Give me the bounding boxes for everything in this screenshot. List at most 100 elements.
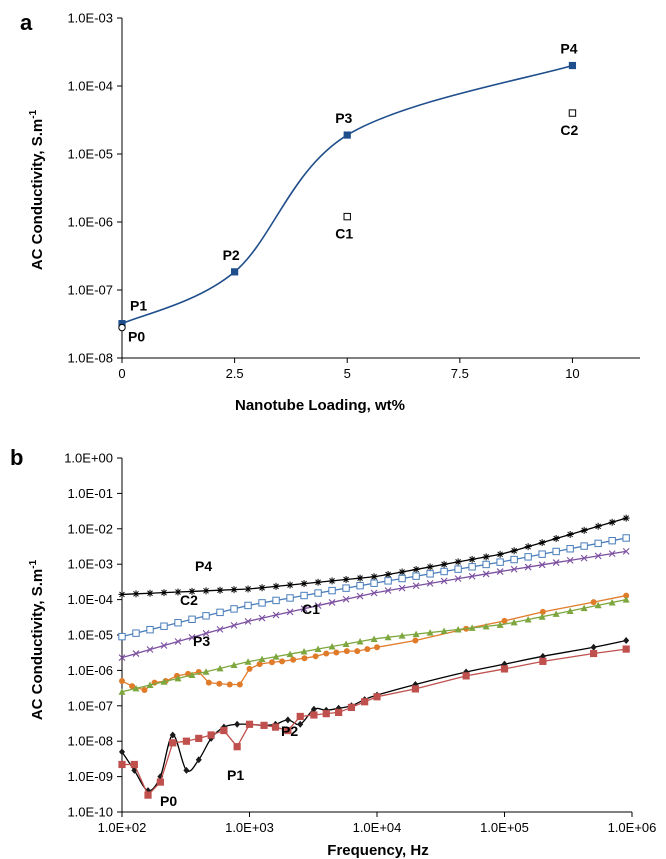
series-point-P4-0 (328, 577, 336, 585)
series-annotation-c2: C2 (180, 592, 198, 608)
series-point-C2-1 (202, 612, 210, 620)
series-point-P1-6 (182, 737, 191, 745)
fit-curve-a (121, 64, 573, 325)
series-point-P4-0 (468, 555, 476, 563)
series-point-C2-1 (174, 619, 182, 627)
series-point-P1-6 (296, 712, 304, 721)
series-point-unlabeled-4 (342, 640, 350, 647)
y-tick-label-b: 1.0E-04 (67, 592, 113, 607)
series-point-P3-2 (314, 602, 322, 609)
series-point-C2-1 (300, 591, 308, 600)
series-point-C2-1 (440, 567, 448, 576)
x-tick-label-a: 0 (118, 366, 125, 381)
series-point-P3-2 (524, 563, 532, 571)
series-point-unlabeled-4 (566, 607, 574, 614)
series-point-C2-1 (608, 536, 616, 545)
series-point-P1-6 (156, 778, 164, 786)
series-point-C2-1 (286, 594, 294, 602)
series-point-unlabeled-4 (468, 624, 476, 631)
series-point-P3-2 (258, 614, 266, 622)
x-axis-label-b: Frequency, Hz (327, 842, 428, 859)
x-tick-label-b: 1.0E+03 (225, 820, 274, 835)
series-point-P3-2 (496, 568, 504, 575)
series-point-P3-2 (440, 577, 448, 585)
series-point-C2-1 (132, 629, 140, 637)
series-point-unlabeled-4 (552, 610, 560, 617)
series-point-P1-6 (130, 760, 138, 769)
y-tick-label-a: 1.0E-08 (67, 351, 113, 366)
series-point-P4-0 (188, 587, 196, 595)
series-point-unlabeled-4 (286, 650, 294, 658)
series-point-P0-5 (119, 748, 125, 756)
series-point-P4-0 (244, 585, 252, 593)
series-point-C2-1 (622, 534, 630, 542)
series-point-P3-2 (594, 552, 602, 560)
series-point-unlabeled-4 (356, 637, 364, 645)
series-point-unlabeled-4 (132, 684, 140, 692)
series-point-unlabeled-4 (454, 625, 462, 633)
point-label-p4: P4 (560, 41, 577, 57)
series-point-unlabeled-4 (384, 633, 392, 641)
series-point-C2-1 (524, 553, 532, 561)
series-point-P0-5 (234, 720, 241, 728)
series-annotation-p4: P4 (195, 558, 212, 574)
y-axis-label-b: AC Conductivity, S.m-1 (28, 559, 46, 720)
series-point-P3-2 (216, 626, 224, 633)
series-point-unlabeled-4 (160, 678, 168, 685)
x-tick-label-b: 1.0E+05 (480, 820, 529, 835)
series-point-unlabeled-4 (188, 671, 196, 679)
y-tick-label-b: 1.0E-05 (67, 628, 113, 643)
series-point-P4-0 (566, 530, 574, 538)
series-point-C2-1 (426, 570, 434, 578)
series-annotation-c1: C1 (302, 601, 320, 617)
series-point-P1-6 (590, 649, 598, 658)
series-point-P0-5 (195, 756, 202, 764)
series-point-unlabeled-4 (622, 596, 630, 603)
series-point-unlabeled-4 (510, 618, 518, 626)
series-point-P1-6 (245, 720, 254, 728)
y-axis-label-b-text: AC Conductivity, S.m (29, 569, 46, 720)
series-point-C2-1 (580, 542, 588, 550)
y-axis-label-b-superscript: -1 (28, 559, 39, 568)
y-tick-label-a: 1.0E-04 (67, 79, 113, 94)
series-point-P4-0 (272, 582, 280, 590)
series-point-C1-3 (364, 646, 371, 653)
series-point-P3-2 (202, 630, 210, 637)
series-point-P3-2 (538, 561, 546, 569)
series-point-P4-0 (286, 581, 294, 589)
series-point-C2-1 (314, 589, 322, 597)
series-point-P4-0 (230, 586, 238, 594)
series-point-unlabeled-4 (426, 629, 434, 636)
series-point-unlabeled-4 (216, 664, 224, 672)
series-point-C1-3 (374, 644, 380, 651)
series-point-C2-1 (552, 547, 560, 556)
series-point-P0-5 (590, 643, 597, 651)
y-tick-label-b: 1.0E-01 (67, 486, 113, 501)
series-point-C1-3 (343, 648, 350, 655)
series-point-C1-3 (354, 648, 361, 655)
series-point-unlabeled-4 (398, 632, 406, 639)
x-tick-label-a: 10 (565, 366, 579, 381)
series-point-unlabeled-4 (202, 668, 210, 675)
series-point-C1-3 (539, 608, 546, 615)
series-point-P3-2 (510, 565, 518, 573)
series-point-P1-6 (144, 791, 152, 799)
series-point-P4-0 (580, 526, 588, 534)
series-point-P0-5 (310, 705, 317, 713)
series-point-P4-0 (454, 558, 462, 566)
y-tick-label-a: 1.0E-07 (67, 283, 113, 298)
series-point-C1-3 (129, 683, 136, 690)
series-point-unlabeled-4 (244, 658, 252, 665)
series-point-P3-2 (244, 617, 252, 625)
series-point-C2-1 (160, 622, 168, 630)
y-tick-label-b: 1.0E-10 (67, 805, 113, 820)
y-tick-label-a: 1.0E-03 (67, 11, 113, 26)
series-annotation-p2: P2 (281, 723, 298, 739)
series-point-C2-1 (370, 579, 378, 587)
series-point-unlabeled-4 (524, 616, 532, 623)
series-point-P4-0 (538, 539, 546, 547)
series-point-P3-2 (454, 575, 462, 583)
series-point-P4-0 (160, 589, 168, 597)
series-point-P3-2 (552, 559, 560, 566)
